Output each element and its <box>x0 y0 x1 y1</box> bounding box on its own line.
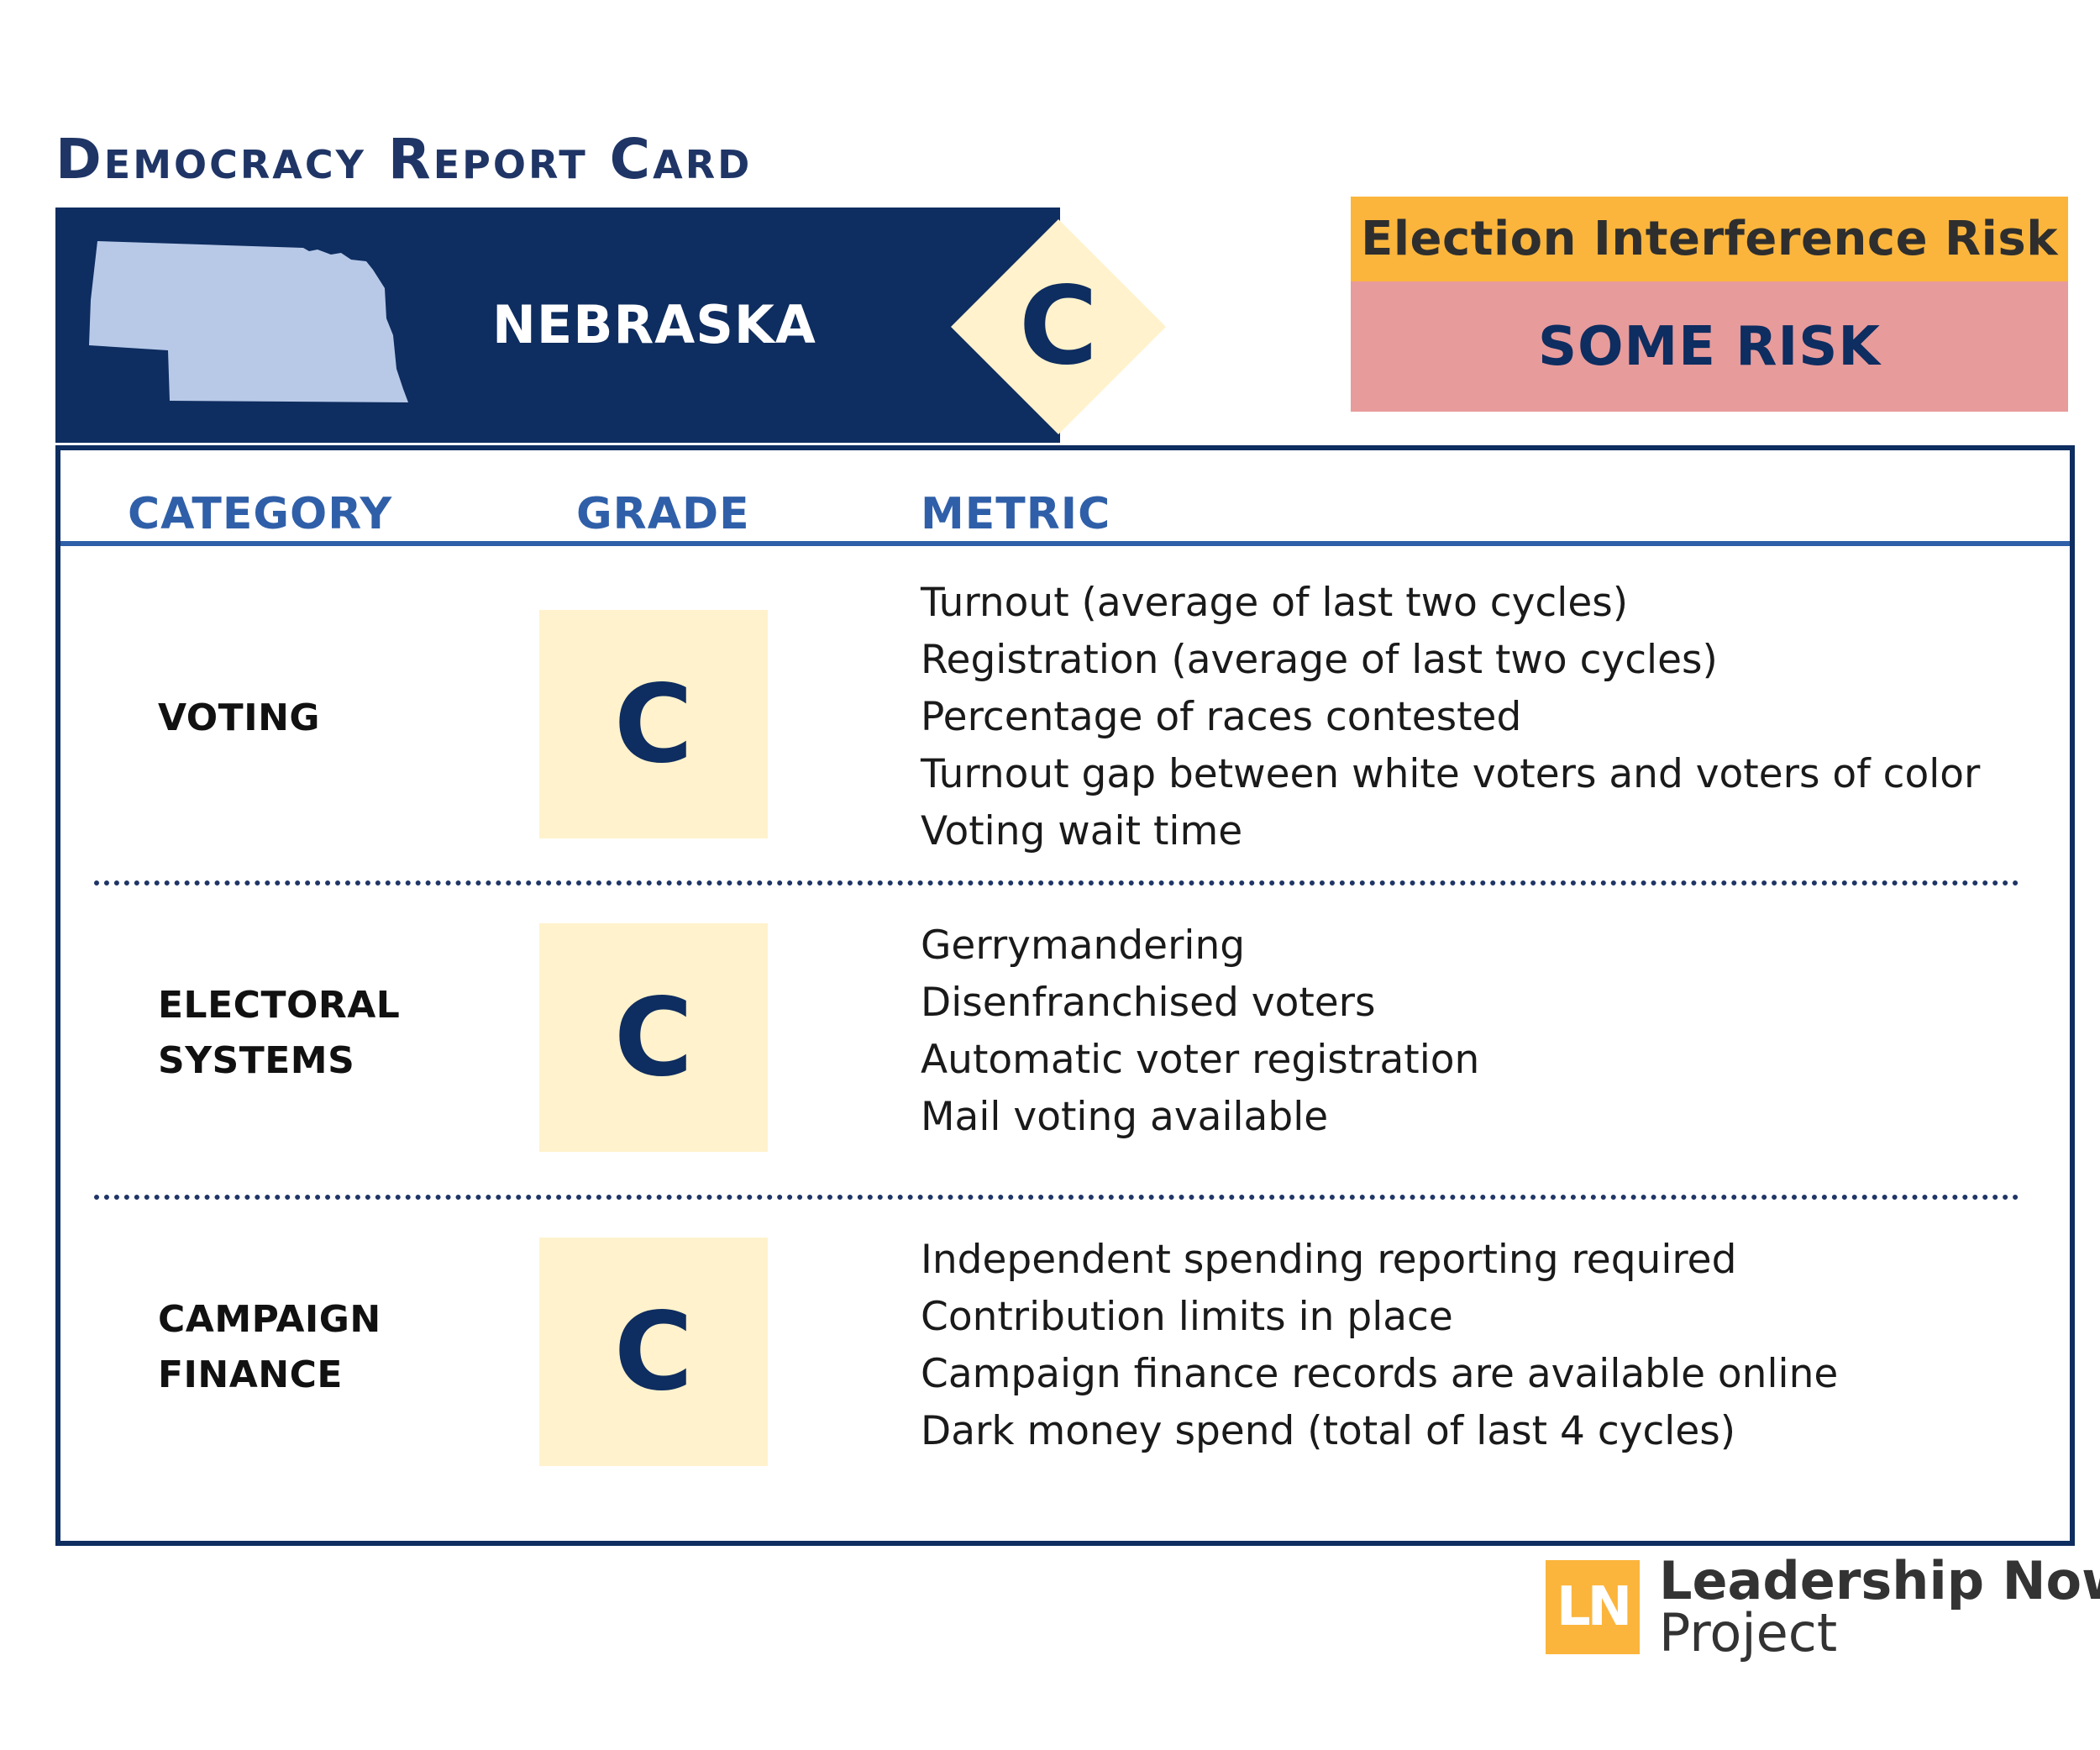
metric-item: Contribution limits in place <box>921 1294 1453 1340</box>
logo-text-line1: Leadership Now <box>1659 1550 2100 1611</box>
metric-item: Campaign finance records are available o… <box>921 1351 1839 1397</box>
logo-initials: LN <box>1556 1576 1632 1638</box>
metric-item: Turnout gap between white voters and vot… <box>921 751 1981 797</box>
risk-label: Election Interference Risk <box>1361 212 2058 266</box>
metric-item: Percentage of races contested <box>921 694 1522 740</box>
overall-grade-letter: C <box>1019 264 1098 389</box>
grade-letter: C <box>614 975 693 1101</box>
logo-text-line2: Project <box>1659 1602 1838 1663</box>
nebraska-map-icon <box>89 241 408 402</box>
risk-value: SOME RISK <box>1538 315 1881 378</box>
category-label-line: SYSTEMS <box>158 1039 355 1082</box>
category-label-line: CAMPAIGN <box>158 1298 381 1341</box>
category-voting: VOTING <box>158 691 320 746</box>
risk-label-box: Election Interference Risk <box>1351 197 2068 281</box>
state-name: NEBRASKA <box>492 294 816 355</box>
metric-list-voting: Turnout (average of last two cycles) Reg… <box>921 575 1980 860</box>
risk-value-box: SOME RISK <box>1351 281 2068 412</box>
header-divider <box>60 541 2070 546</box>
metric-item: Mail voting available <box>921 1094 1329 1140</box>
row-divider <box>94 880 2019 886</box>
column-header-category: CATEGORY <box>128 489 393 539</box>
metric-item: Independent spending reporting required <box>921 1237 1737 1283</box>
grade-letter: C <box>614 1289 693 1415</box>
metric-item: Dark money spend (total of last 4 cycles… <box>921 1408 1736 1454</box>
metric-item: Registration (average of last two cycles… <box>921 637 1718 683</box>
grade-box-campaign-finance: C <box>539 1238 768 1466</box>
leadership-now-logo-icon: LN <box>1546 1560 1640 1654</box>
report-title: Democracy Report Card <box>55 127 753 192</box>
state-header-band: NEBRASKA <box>55 208 1060 443</box>
category-label-line: VOTING <box>158 696 321 739</box>
category-electoral-systems: ELECTORAL SYSTEMS <box>158 978 400 1089</box>
metric-list-campaign-finance: Independent spending reporting required … <box>921 1232 1838 1460</box>
report-table: CATEGORY GRADE METRIC VOTING C Turnout (… <box>55 445 2075 1546</box>
metric-list-electoral-systems: Gerrymandering Disenfranchised voters Au… <box>921 917 1479 1146</box>
category-label-line: ELECTORAL <box>158 984 401 1027</box>
overall-grade-badge: C <box>951 219 1166 434</box>
category-label-line: FINANCE <box>158 1353 343 1396</box>
metric-item: Turnout (average of last two cycles) <box>921 580 1629 626</box>
metric-item: Gerrymandering <box>921 922 1246 969</box>
grade-box-electoral-systems: C <box>539 923 768 1152</box>
category-campaign-finance: CAMPAIGN FINANCE <box>158 1292 381 1403</box>
metric-item: Disenfranchised voters <box>921 980 1376 1026</box>
row-divider <box>94 1195 2019 1200</box>
metric-item: Automatic voter registration <box>921 1037 1480 1083</box>
grade-letter: C <box>614 661 693 787</box>
grade-box-voting: C <box>539 610 768 838</box>
column-header-grade: GRADE <box>576 489 750 539</box>
grade-diamond-shape <box>951 219 1166 434</box>
metric-item: Voting wait time <box>921 808 1243 854</box>
column-header-metric: METRIC <box>921 489 1111 539</box>
